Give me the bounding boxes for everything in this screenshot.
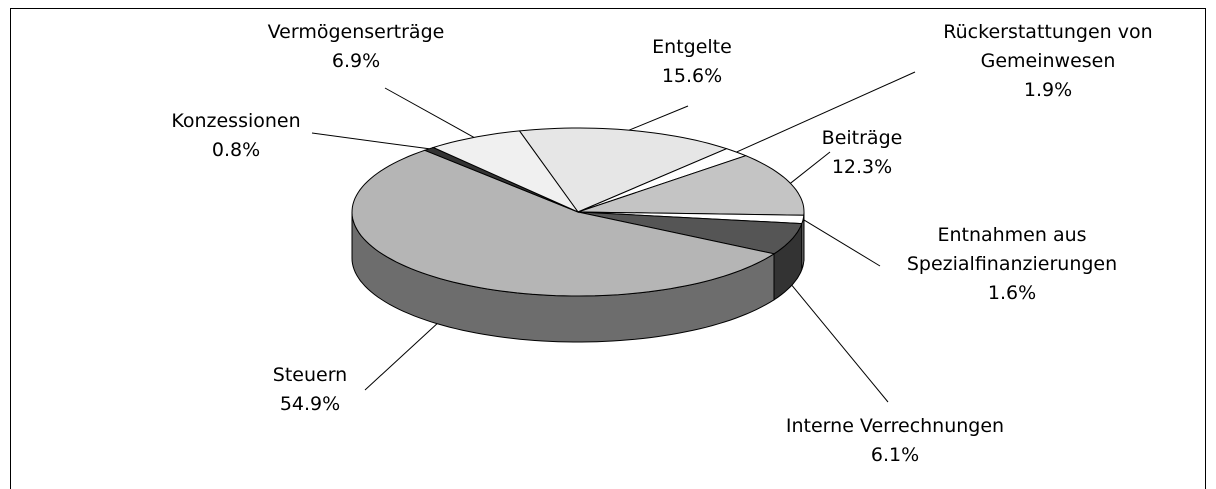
value-label: 1.6% bbox=[987, 282, 1037, 304]
slice bbox=[351, 149, 776, 297]
slice bbox=[577, 155, 805, 216]
leader-line bbox=[736, 71, 916, 153]
category-label: Entnahmen aus Spezialfinanzierungen bbox=[906, 224, 1118, 275]
value-label: 54.9% bbox=[279, 393, 341, 415]
frame bbox=[10, 8, 1206, 489]
leader-line bbox=[628, 105, 689, 131]
slice-label: Vermögenserträge 6.9% bbox=[256, 18, 456, 76]
value-label: 6.9% bbox=[331, 50, 381, 72]
slice-label: Rückerstattungen von Gemeinwesen 1.9% bbox=[908, 18, 1188, 105]
value-label: 1.9% bbox=[1023, 79, 1073, 101]
category-label: Konzessionen bbox=[171, 110, 301, 132]
value-label: 15.6% bbox=[661, 65, 723, 87]
leader-line bbox=[364, 323, 438, 391]
slice-label: Entnahmen aus Spezialfinanzierungen 1.6% bbox=[867, 221, 1157, 308]
value-label: 12.3% bbox=[831, 156, 893, 178]
leader-line bbox=[802, 218, 881, 267]
leader-line bbox=[384, 87, 475, 138]
category-label: Interne Verrechnungen bbox=[785, 415, 1005, 437]
slice bbox=[577, 211, 803, 255]
category-label: Beiträge bbox=[821, 127, 903, 149]
category-label: Vermögenserträge bbox=[267, 21, 445, 43]
category-label: Rückerstattungen von Gemeinwesen bbox=[943, 21, 1153, 72]
slice-label: Beiträge 12.3% bbox=[782, 124, 942, 182]
value-label: 6.1% bbox=[870, 444, 920, 466]
category-label: Steuern bbox=[272, 364, 348, 386]
category-label: Entgelte bbox=[652, 36, 732, 58]
slice-label: Entgelte 15.6% bbox=[592, 33, 792, 91]
value-label: 0.8% bbox=[211, 139, 261, 161]
leader-line bbox=[791, 284, 889, 403]
slice-label: Steuern 54.9% bbox=[230, 361, 390, 419]
slice-label: Konzessionen 0.8% bbox=[146, 107, 326, 165]
leader-line bbox=[311, 132, 430, 150]
slice-label: Interne Verrechnungen 6.1% bbox=[745, 412, 1045, 470]
leader-line bbox=[790, 151, 831, 184]
